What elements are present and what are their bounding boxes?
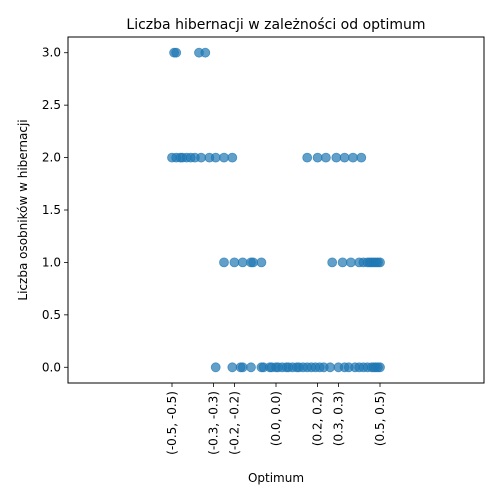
data-point-76 <box>375 362 385 373</box>
points-layer <box>167 47 385 373</box>
y-tick-label-2: 1.0 <box>42 255 61 269</box>
y-tick-label-4: 2.0 <box>42 151 61 165</box>
x-tick-label-3: (0.0, 0.0) <box>269 391 283 446</box>
data-point-17 <box>312 152 323 163</box>
data-point-31 <box>345 257 356 268</box>
data-point-15 <box>227 152 238 163</box>
data-point-16 <box>302 152 313 163</box>
data-point-29 <box>327 257 338 268</box>
y-tick-label-1: 0.5 <box>42 308 61 322</box>
data-point-30 <box>337 257 348 268</box>
data-point-24 <box>229 257 240 268</box>
data-point-41 <box>210 362 221 373</box>
y-axis-label: Liczba osobników w hibernacji <box>16 119 30 300</box>
x-tick-label-1: (-0.3, -0.3) <box>207 391 221 455</box>
x-tick-label-5: (0.3, 0.3) <box>331 391 345 446</box>
data-point-42 <box>227 362 238 373</box>
data-point-14 <box>219 152 229 163</box>
data-point-18 <box>320 152 331 163</box>
x-tick-label-2: (-0.2, -0.2) <box>227 391 241 455</box>
data-point-25 <box>237 257 248 268</box>
data-point-44 <box>237 362 248 373</box>
data-point-22 <box>356 152 367 163</box>
y-axis: 0.0 0.5 1.0 1.5 2.0 2.5 3.0 <box>42 46 68 374</box>
data-point-45 <box>246 362 256 373</box>
data-point-19 <box>331 152 342 163</box>
y-tick-label-5: 2.5 <box>42 98 61 112</box>
data-point-64 <box>325 362 336 373</box>
plot-area-frame <box>67 36 485 384</box>
data-point-27 <box>248 257 259 268</box>
data-point-40 <box>375 257 385 268</box>
x-tick-label-0: (-0.5, -0.5) <box>165 391 179 455</box>
data-point-20 <box>339 152 350 163</box>
data-point-23 <box>219 257 229 268</box>
x-tick-label-6: (0.5, 0.5) <box>373 391 387 446</box>
data-point-13 <box>210 152 221 163</box>
y-tick-label-6: 3.0 <box>42 46 61 60</box>
data-point-21 <box>348 152 358 163</box>
y-tick-label-3: 1.5 <box>42 203 61 217</box>
y-tick-label-0: 0.0 <box>42 360 61 374</box>
x-tick-label-4: (0.2, 0.2) <box>311 391 325 446</box>
x-axis-label: Optimum <box>248 471 304 485</box>
chart-title: Liczba hibernacji w zależności od optimu… <box>126 17 425 33</box>
data-point-1 <box>171 47 182 58</box>
data-point-28 <box>256 257 267 268</box>
data-point-3 <box>200 47 211 58</box>
data-point-11 <box>196 152 207 163</box>
x-axis: (-0.5, -0.5) (-0.3, -0.3) (-0.2, -0.2) (0.0… <box>165 383 387 455</box>
